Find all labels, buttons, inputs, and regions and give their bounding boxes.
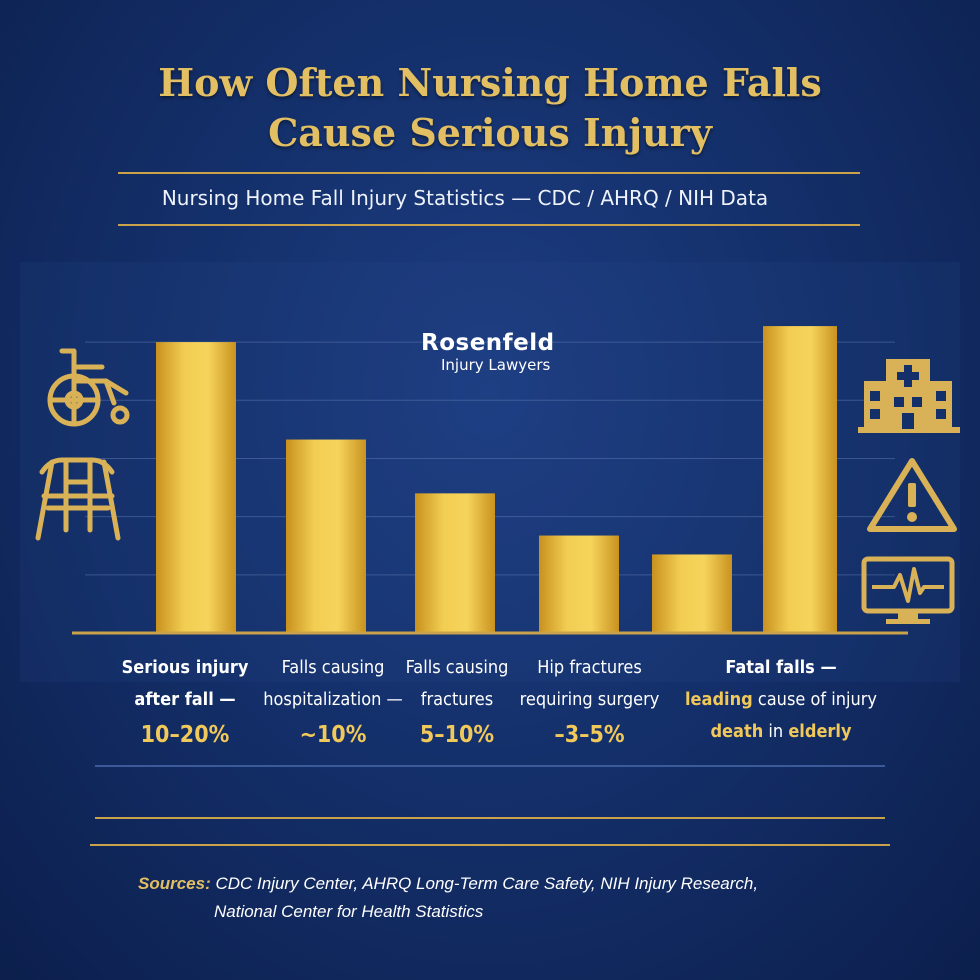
heart-monitor-icon: [861, 556, 955, 624]
walker-icon: [35, 457, 121, 541]
title-divider-top: [118, 172, 860, 174]
label-3-line-1: Falls causing: [405, 657, 509, 678]
label-2-value: ~10%: [299, 722, 367, 748]
label-5-elderly: elderly: [788, 721, 852, 742]
label-5-in: in: [763, 721, 789, 742]
wheelchair-icon: [47, 348, 130, 427]
label-fatal-falls: Fatal falls — leading cause of injury de…: [670, 652, 892, 748]
bar-5: [652, 554, 732, 633]
bar-2: [286, 439, 366, 633]
label-serious-injury: Serious injury after fall — 10–20%: [105, 652, 265, 754]
title-line-2: Cause Serious Injury: [268, 110, 712, 155]
label-5-death: death: [710, 721, 764, 742]
label-4-line-1: Hip fractures: [537, 657, 642, 678]
logo-tagline: Injury Lawyers: [441, 356, 551, 374]
label-hip-fractures: Hip fractures requiring surgery –3–5%: [512, 652, 667, 754]
sources-lead: Sources:: [138, 874, 211, 893]
rosenfeld-logo: Rosenfeld Injury Lawyers: [421, 330, 581, 374]
label-5-line-1: Fatal falls —: [725, 657, 837, 678]
label-hospitalization: Falls causing hospitalization — ~10%: [253, 652, 413, 754]
label-1-line-2: after fall —: [134, 689, 236, 710]
bars: [156, 326, 837, 633]
label-5-leading: leading: [684, 689, 753, 710]
sources-line-1: CDC Injury Center, AHRQ Long-Term Care S…: [210, 874, 759, 893]
bar-6: [763, 326, 837, 633]
label-5-line-2-rest: cause of injury: [752, 689, 878, 710]
warning-icon: [867, 458, 957, 532]
bar-3: [415, 493, 495, 633]
title-line-1: How Often Nursing Home Falls: [158, 60, 822, 105]
bar-1: [156, 342, 236, 633]
label-2-line-2: hospitalization —: [263, 689, 403, 710]
bar-4: [539, 535, 619, 633]
chart-subtitle: Nursing Home Fall Injury Statistics — CD…: [161, 186, 769, 210]
label-1-value: 10–20%: [140, 722, 230, 748]
chart-title: How Often Nursing Home Falls Cause Serio…: [0, 58, 980, 158]
label-4-line-2: requiring surgery: [519, 689, 660, 710]
label-2-line-1: Falls causing: [281, 657, 385, 678]
hospital-icon: [858, 359, 960, 433]
sources-note: Sources: CDC Injury Center, AHRQ Long-Te…: [138, 870, 838, 926]
label-3-line-2: fractures: [420, 689, 494, 710]
label-3-value: 5–10%: [419, 722, 495, 748]
label-1-line-1: Serious injury: [121, 657, 249, 678]
label-fractures: Falls causing fractures 5–10%: [382, 652, 532, 754]
label-4-value: –3–5%: [554, 722, 625, 748]
logo-name: Rosenfeld: [421, 330, 555, 356]
sources-line-2: National Center for Health Statistics: [214, 902, 484, 921]
title-divider-bottom: [118, 224, 860, 226]
